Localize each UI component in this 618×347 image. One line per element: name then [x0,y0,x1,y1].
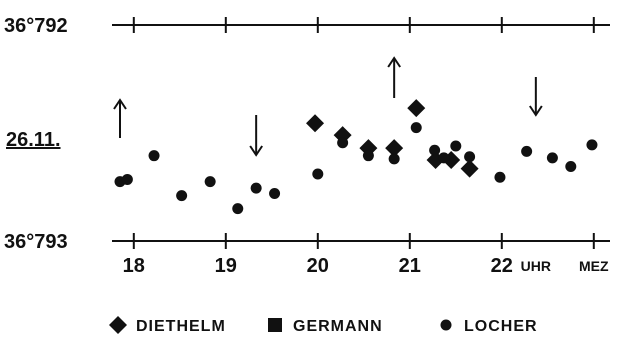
circle-point [312,168,324,180]
arrow-head [113,98,127,110]
legend-diamond-icon [109,316,127,334]
arrow-head [387,56,401,68]
circle-point [521,145,533,157]
tick-marks [132,17,595,249]
data-points [114,99,598,215]
legend-item: DIETHELM [109,316,226,335]
legend-label: DIETHELM [136,318,226,335]
arrow-up [387,56,401,98]
x-tick-label: 21 [399,255,421,277]
circle-point [494,171,506,183]
date-label: 26.11. [6,129,61,151]
circle-point [269,187,281,199]
circle-point [337,137,349,149]
x-tick-label: 19 [215,255,237,277]
legend-circle-icon [440,319,452,331]
diamond-point [385,139,404,158]
circle-point [546,152,558,164]
arrow-down [249,115,263,157]
axes-group [112,24,610,242]
circle-point [464,151,476,163]
diamond-point [460,159,479,178]
circle-point [362,150,374,162]
arrow-head [529,105,543,117]
legend-label: LOCHER [464,318,538,335]
circle-point [429,144,441,156]
circle-point [410,122,422,134]
circle-point [250,182,262,194]
circle-point [438,152,450,164]
x-tick-labels: 18 19 20 21 22 UHR MEZ [123,255,609,277]
circle-point [586,139,598,151]
circle-point [565,160,577,172]
x-unit-label: UHR [521,258,551,274]
x-tick-label: 20 [307,255,329,277]
x-tick-label: 18 [123,255,145,277]
y-bottom-label: 36°793 [4,231,68,253]
arrow-markers [113,56,543,157]
circle-point [121,173,133,185]
x-tick-label: 22 [491,255,513,277]
arrow-up [113,98,127,138]
diamond-point [306,114,325,133]
circle-point [204,176,216,188]
circle-point [450,140,462,152]
y-top-label: 36°792 [4,15,68,37]
circle-point [176,190,188,202]
legend-item: LOCHER [440,318,538,335]
legend: DIETHELM GERMANN LOCHER [109,316,538,335]
circle-point [232,203,244,215]
legend-square-icon [268,318,282,332]
circle-point [148,150,160,162]
arrow-head [249,145,263,157]
x-unit-label: MEZ [579,258,609,274]
legend-item: GERMANN [268,318,383,335]
circle-point [388,153,400,165]
legend-label: GERMANN [293,318,383,335]
arrow-down [529,77,543,117]
diamond-point [407,99,426,118]
